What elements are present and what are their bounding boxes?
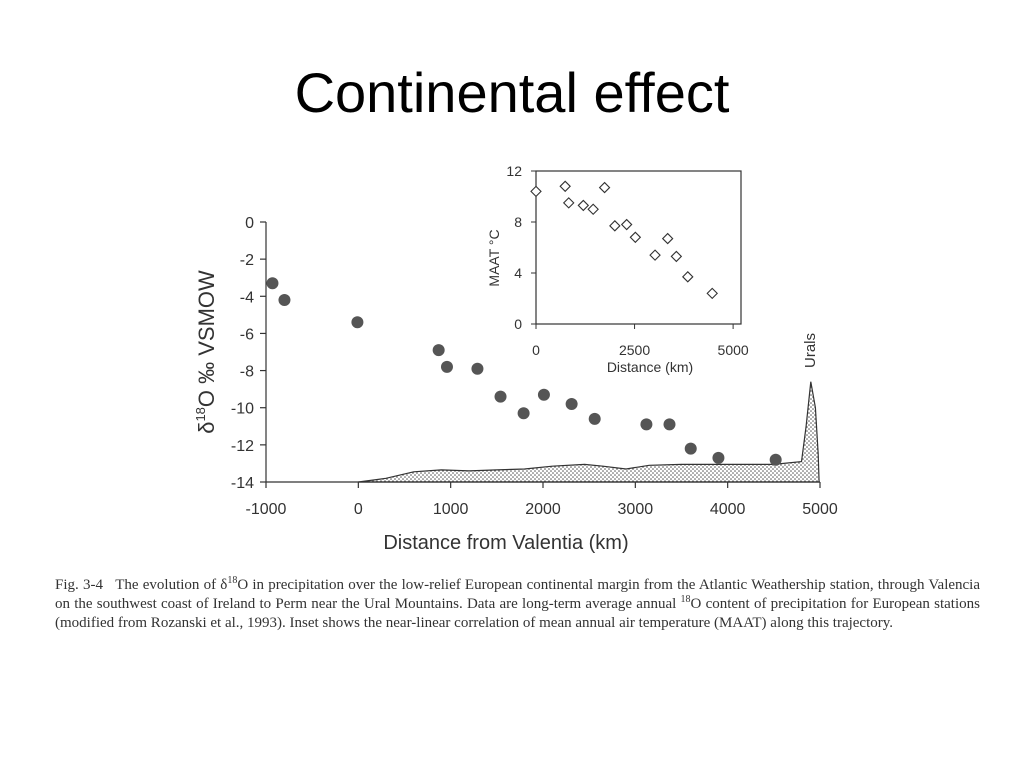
- y-tick-label: -8: [240, 364, 254, 381]
- data-point: [684, 442, 697, 455]
- relief-profile: [358, 381, 820, 483]
- inset-chart: 0 4 8 12 0 2500 5000 Distance (km) MAAT °C: [486, 163, 749, 375]
- y-axis-label: δ18O ‰ VSMOW: [193, 270, 219, 434]
- y-tick-label: -6: [240, 326, 254, 343]
- figure-caption: Fig. 3-4 The evolution of δ18O in precip…: [55, 576, 980, 633]
- caption-fig-label: Fig. 3-4: [55, 577, 103, 593]
- data-point: [440, 360, 453, 373]
- data-point: [663, 418, 676, 431]
- inset-data-point: [629, 231, 642, 244]
- inset-data-point: [587, 203, 599, 216]
- x-axis-label: Distance from Valentia (km): [383, 532, 628, 554]
- caption-part3: O content of precipitation for European …: [55, 596, 980, 631]
- data-point: [432, 344, 445, 357]
- inset-data-point: [562, 197, 575, 209]
- x-tick-label: 5000: [802, 501, 838, 518]
- inset-data-point: [559, 180, 571, 193]
- caption-sup1: 18: [227, 575, 238, 586]
- inset-x-tick-label: 2500: [619, 342, 650, 358]
- inset-x-axis-label: Distance (km): [607, 359, 693, 375]
- y-tick-label: -2: [240, 252, 254, 269]
- inset-data-point: [598, 181, 611, 194]
- inset-data-point: [682, 271, 694, 283]
- data-point: [588, 412, 601, 425]
- inset-data-point: [530, 185, 542, 198]
- inset-data-point: [661, 232, 674, 245]
- y-tick-label: -14: [231, 475, 254, 492]
- data-point: [565, 398, 578, 410]
- inset-x-tick-label: 0: [532, 342, 540, 358]
- x-tick-label: 4000: [710, 501, 746, 518]
- inset-data-point: [620, 218, 633, 231]
- caption-part2: O in precipitation over the low-relief E…: [55, 577, 980, 612]
- inset-data-point: [609, 220, 621, 232]
- urals-annotation: Urals: [802, 333, 819, 368]
- data-point: [517, 407, 530, 420]
- data-point: [278, 294, 291, 306]
- data-point: [471, 362, 484, 375]
- slide-title: Continental effect: [294, 61, 730, 124]
- data-point: [712, 451, 725, 464]
- y-tick-label: 0: [245, 215, 254, 232]
- data-point: [769, 453, 782, 466]
- inset-data-point: [649, 249, 661, 261]
- x-tick-label: 1000: [433, 501, 469, 518]
- inset-frame: [535, 170, 742, 325]
- caption-sup2: 18: [680, 594, 691, 605]
- y-tick-label: -12: [231, 438, 254, 455]
- data-point: [266, 277, 279, 290]
- inset-y-tick-label: 8: [514, 214, 522, 230]
- inset-x-tick-label: 5000: [718, 342, 749, 358]
- caption-part1: The evolution of δ: [115, 577, 228, 593]
- data-point: [537, 388, 550, 401]
- inset-y-tick-label: 0: [514, 316, 522, 332]
- main-chart: 0 -2 -4 -6 -8 -10 -12 -14 -1000 0 1000 2000 3000 4000…: [193, 215, 838, 554]
- x-tick-label: 2000: [525, 501, 561, 518]
- inset-data-point: [706, 287, 718, 300]
- data-point: [494, 390, 507, 403]
- x-tick-label: -1000: [246, 501, 287, 518]
- y-tick-label: -4: [240, 289, 254, 306]
- y-tick-label: -10: [231, 401, 254, 418]
- data-point: [351, 316, 364, 329]
- inset-y-tick-label: 12: [506, 163, 522, 179]
- inset-y-tick-label: 4: [514, 265, 522, 281]
- inset-data-point: [670, 250, 683, 263]
- x-tick-label: 3000: [618, 501, 654, 518]
- inset-y-axis-label: MAAT °C: [486, 229, 502, 286]
- inset-data-point: [577, 199, 590, 212]
- x-tick-label: 0: [354, 501, 363, 518]
- figure: 0-2-4-6-8-10-12-14-1000 0 1000 2000 3000 4000…: [193, 163, 838, 554]
- data-point: [640, 418, 653, 431]
